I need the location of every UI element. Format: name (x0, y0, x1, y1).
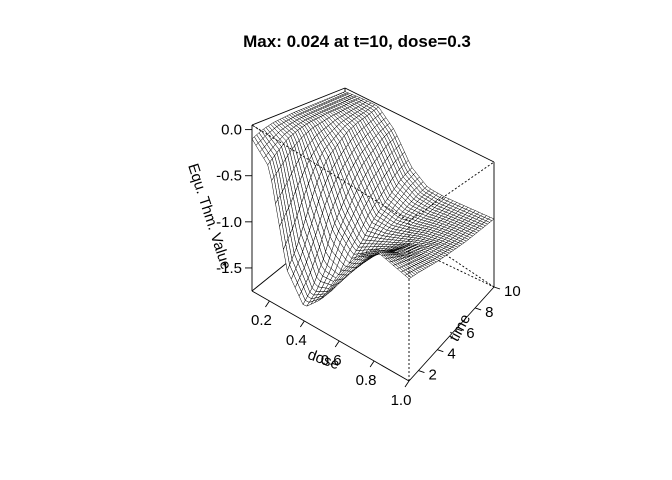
y-tick-label: 6 (466, 325, 474, 342)
x-tick-label: 0.8 (356, 372, 377, 389)
box-edge (408, 286, 495, 382)
box-edge (344, 87, 495, 163)
z-tick-label: 0.0 (221, 122, 242, 139)
box-edge (251, 87, 346, 126)
z-tick-label: -1.0 (216, 214, 242, 231)
x-tick-mark (334, 340, 340, 348)
x-tick-mark (404, 380, 410, 388)
y-tick-label: 4 (447, 346, 455, 363)
box-edge (408, 161, 495, 222)
x-tick-label: 0.4 (286, 332, 307, 349)
x-tick-mark (299, 320, 305, 328)
x-tick-label: 0.6 (321, 352, 342, 369)
surface-mesh (251, 91, 495, 307)
y-tick-label: 10 (504, 283, 521, 300)
y-tick-mark (493, 286, 501, 290)
y-tick-mark (474, 307, 482, 311)
x-axis-label: dose (305, 346, 341, 373)
x-tick-mark (369, 360, 375, 368)
box-edge (251, 290, 410, 382)
y-tick-mark (437, 349, 444, 353)
box-edge (251, 124, 410, 222)
surface-facet (404, 273, 412, 280)
y-tick-label: 8 (485, 304, 493, 321)
y-tick-label: 2 (428, 367, 436, 384)
x-tick-mark (265, 300, 270, 308)
z-tick-label: -1.5 (216, 260, 242, 277)
y-tick-mark (418, 370, 425, 373)
plot-box-front (251, 124, 495, 382)
box-edge (344, 215, 495, 288)
z-tick-label: -0.5 (216, 168, 242, 185)
chart-title: Max: 0.024 at t=10, dose=0.3 (243, 32, 471, 51)
x-tick-label: 0.2 (251, 312, 272, 329)
y-tick-mark (456, 328, 463, 332)
x-tick-label: 1.0 (391, 392, 412, 409)
